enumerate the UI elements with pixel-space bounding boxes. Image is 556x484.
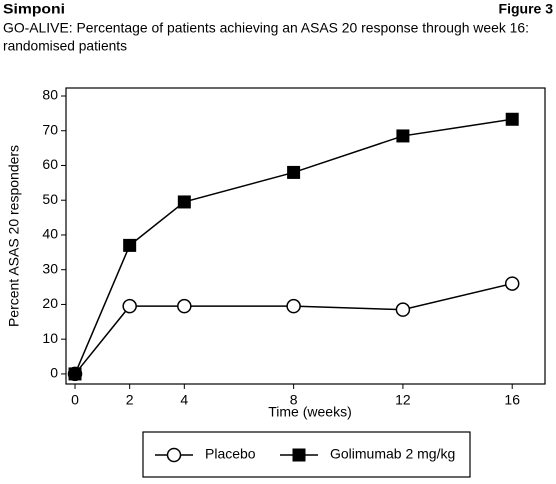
point [68,367,82,381]
plot-frame [65,87,546,385]
legend-marker [166,447,182,463]
y-tick-label: 10 [42,330,58,346]
product-name: Simponi [3,1,65,17]
legend-label: Golimumab 2 mg/kg [330,446,455,462]
y-tick-label: 40 [42,226,58,242]
y-tick-label: 0 [50,365,58,381]
x-tick-label: 2 [126,392,134,408]
y-tick-label: 70 [42,121,58,137]
point [177,195,191,209]
y-tick-label: 80 [42,87,58,103]
y-axis-label: Percent ASAS 20 responders [6,145,22,327]
point [177,298,192,314]
series-line [74,118,513,375]
chart-title: randomised patients [3,38,127,54]
legend-box [142,431,471,478]
x-tick-label: 16 [504,392,520,408]
y-tick-label: 50 [42,191,58,207]
point [123,238,137,252]
point [396,129,410,143]
point [287,165,301,179]
legend-label: Placebo [205,446,256,462]
legend-marker [292,448,306,462]
y-tick-label: 60 [42,156,58,172]
point [504,276,520,291]
point [395,302,411,317]
figure-number: Figure 3 [499,1,554,17]
chart-title: GO-ALIVE: Percentage of patients achievi… [3,20,529,36]
x-axis-label: Time (weeks) [268,404,352,420]
x-tick-label: 0 [71,392,79,408]
point [505,112,519,126]
point [122,298,137,314]
series-line [74,282,513,375]
x-tick-label: 8 [290,392,298,408]
x-tick-label: 12 [395,392,411,408]
y-tick-label: 20 [42,295,58,311]
y-tick-label: 30 [42,260,58,276]
point [286,298,301,314]
x-tick-label: 4 [180,392,188,408]
